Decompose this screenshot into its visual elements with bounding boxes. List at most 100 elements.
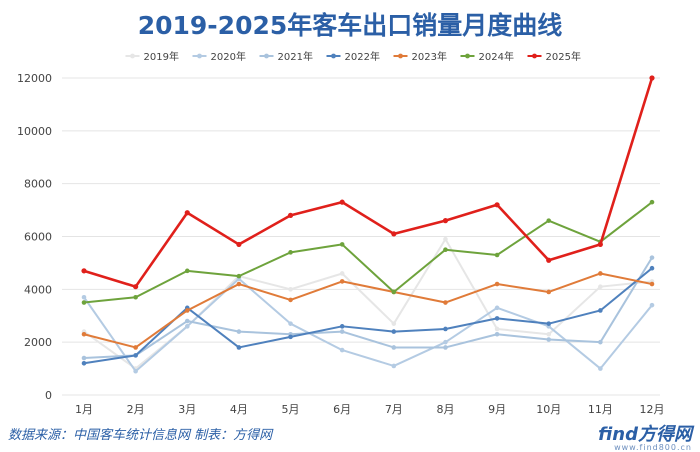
series-2019年 bbox=[81, 236, 655, 371]
source-note: 数据来源：中国客车统计信息网 制表：方得网 bbox=[8, 428, 273, 443]
y-tick-label: 12000 bbox=[17, 72, 52, 85]
legend-label: 2023年 bbox=[412, 50, 447, 63]
series-line bbox=[83, 277, 653, 373]
legend-label: 2025年 bbox=[546, 50, 581, 63]
legend-item: 2021年 bbox=[259, 50, 313, 63]
data-point bbox=[391, 345, 397, 350]
data-point bbox=[649, 265, 655, 271]
data-point bbox=[546, 331, 552, 337]
data-point bbox=[443, 247, 448, 253]
x-tick-label: 10月 bbox=[536, 403, 561, 416]
data-point bbox=[133, 294, 138, 300]
x-tick-label: 1月 bbox=[75, 403, 93, 416]
data-point bbox=[443, 345, 448, 350]
watermark-logo: find方得网 www.find800.cn bbox=[598, 420, 692, 452]
data-point bbox=[391, 363, 397, 369]
data-point bbox=[339, 279, 345, 284]
legend-label: 2024年 bbox=[479, 50, 514, 63]
data-point bbox=[81, 268, 87, 274]
series-line bbox=[83, 257, 653, 360]
legend-marker bbox=[465, 53, 470, 59]
data-point bbox=[598, 284, 603, 289]
data-point bbox=[391, 329, 397, 334]
data-point bbox=[288, 297, 293, 303]
x-tick-label: 5月 bbox=[282, 403, 300, 416]
legend-item: 2019年 bbox=[125, 50, 179, 63]
data-point bbox=[288, 334, 293, 340]
data-point bbox=[391, 321, 397, 326]
legend-item: 2022年 bbox=[326, 50, 380, 63]
x-tick-label: 11月 bbox=[588, 403, 613, 416]
legend-marker bbox=[532, 53, 537, 59]
data-point bbox=[339, 271, 345, 276]
series-line bbox=[83, 238, 653, 370]
data-point bbox=[597, 241, 603, 248]
watermark-text: find方得网 bbox=[598, 424, 692, 445]
data-point bbox=[81, 361, 87, 366]
x-tick-label: 4月 bbox=[230, 403, 248, 416]
data-point bbox=[598, 308, 603, 313]
data-point bbox=[494, 331, 500, 337]
data-point bbox=[442, 218, 449, 224]
data-point bbox=[133, 353, 138, 358]
data-point bbox=[494, 202, 500, 208]
series-lines bbox=[81, 75, 655, 374]
data-point bbox=[288, 287, 293, 292]
data-point bbox=[443, 300, 448, 305]
data-point bbox=[391, 289, 397, 295]
data-point bbox=[598, 366, 603, 371]
data-point bbox=[184, 324, 190, 329]
data-point bbox=[339, 324, 345, 329]
data-point bbox=[494, 305, 500, 311]
series-line bbox=[83, 272, 653, 349]
data-point bbox=[443, 339, 448, 345]
series-2021年 bbox=[81, 255, 655, 361]
data-point bbox=[494, 252, 500, 258]
data-point bbox=[546, 257, 552, 263]
y-axis: 0 2000 4000 6000 8000 10000 12000 bbox=[17, 72, 52, 402]
legend-item: 2023年 bbox=[393, 50, 447, 63]
series-2024年 bbox=[81, 199, 655, 305]
data-point bbox=[288, 321, 293, 326]
data-point bbox=[184, 318, 190, 324]
series-line bbox=[83, 267, 653, 365]
series-line bbox=[83, 77, 654, 288]
data-point bbox=[236, 273, 242, 279]
data-point bbox=[184, 210, 190, 216]
data-point bbox=[184, 268, 190, 274]
data-point bbox=[339, 199, 345, 205]
data-point bbox=[236, 241, 242, 248]
data-point bbox=[81, 300, 87, 305]
data-point bbox=[236, 329, 242, 334]
data-point bbox=[133, 284, 139, 290]
data-point bbox=[133, 368, 138, 374]
y-tick-label: 2000 bbox=[24, 336, 52, 349]
data-point bbox=[598, 339, 603, 345]
data-point bbox=[494, 316, 500, 321]
data-point bbox=[236, 281, 242, 287]
x-tick-label: 3月 bbox=[178, 403, 196, 416]
legend-item: 2024年 bbox=[460, 50, 514, 63]
data-point bbox=[546, 289, 552, 295]
data-point bbox=[81, 294, 87, 300]
series-2023年 bbox=[81, 271, 655, 350]
data-point bbox=[288, 250, 293, 255]
legend-marker bbox=[264, 53, 269, 59]
data-point bbox=[546, 218, 552, 223]
data-point bbox=[546, 337, 552, 342]
y-tick-label: 0 bbox=[45, 389, 52, 402]
legend-marker bbox=[130, 53, 135, 59]
data-point bbox=[81, 331, 87, 337]
legend: 2019年 2020年 2021年 2022年 2023年 2024年 2025年 bbox=[125, 50, 581, 63]
data-point bbox=[649, 302, 655, 308]
x-axis: 1月 2月 3月 4月 5月 6月 7月 8月 9月 10月 11月 12月 bbox=[75, 403, 665, 416]
series-2020年 bbox=[81, 276, 655, 374]
legend-label: 2019年 bbox=[144, 50, 179, 63]
grid-lines bbox=[62, 77, 660, 396]
y-tick-label: 10000 bbox=[17, 125, 52, 138]
series-2025年 bbox=[81, 75, 655, 290]
x-tick-label: 6月 bbox=[333, 403, 351, 416]
data-point bbox=[598, 271, 603, 276]
x-tick-label: 2月 bbox=[127, 403, 145, 416]
